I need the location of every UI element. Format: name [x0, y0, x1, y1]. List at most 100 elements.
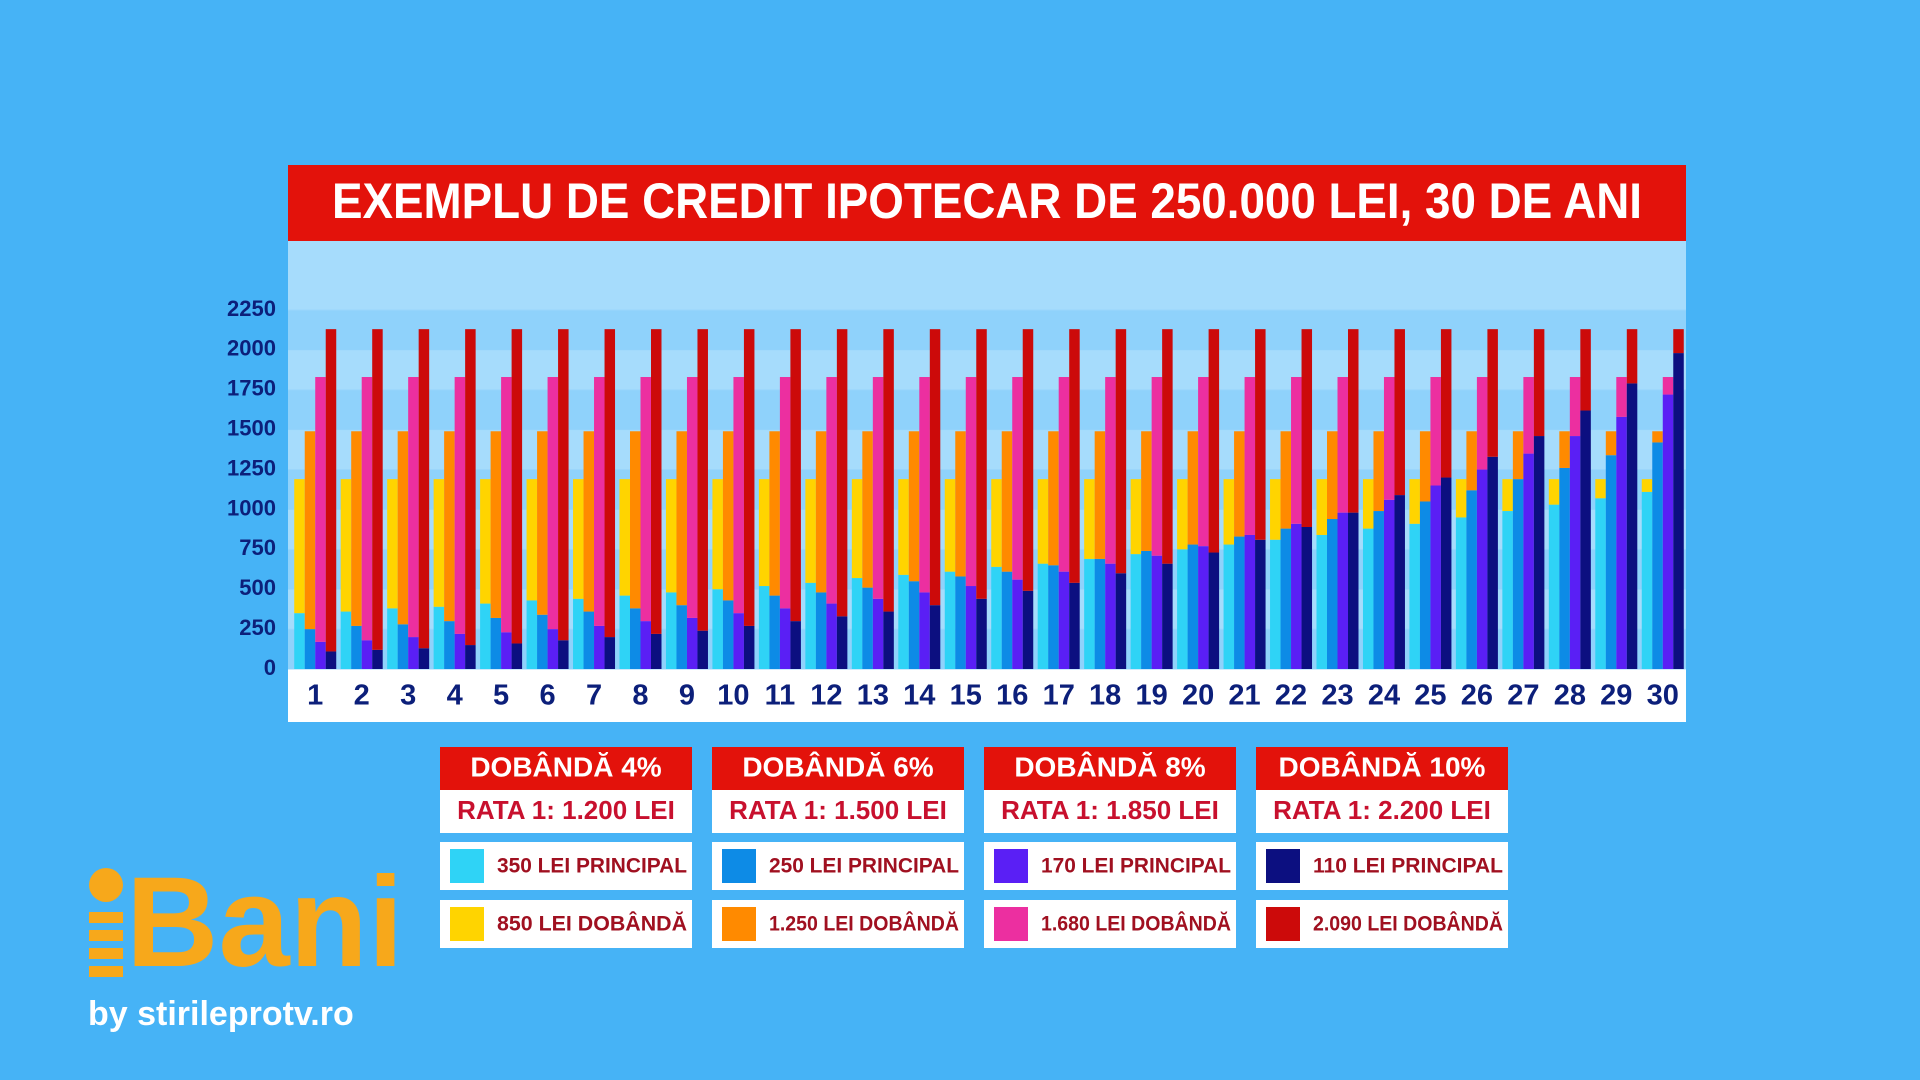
bar-segment [1595, 498, 1606, 669]
bar-segment [805, 479, 816, 583]
bar-segment [1362, 479, 1374, 529]
x-tick-label: 19 [1136, 680, 1168, 712]
bar-segment [1105, 377, 1116, 564]
bar-segment [929, 329, 941, 606]
bar-segment [1208, 329, 1220, 553]
legend-swatch [1266, 849, 1300, 883]
bar-segment [604, 637, 616, 669]
bar-segment [651, 633, 662, 669]
bar-segment [1130, 554, 1142, 669]
bar-segment [433, 479, 445, 607]
bar-segment [676, 431, 687, 606]
bar-segment [1208, 552, 1220, 669]
bar-segment [1580, 410, 1591, 669]
bar-segment [1270, 539, 1281, 669]
bar-segment [743, 625, 755, 669]
bar-segment [790, 329, 801, 622]
bar-segment [340, 479, 352, 612]
bar-segment [779, 377, 791, 609]
bar-segment [1394, 329, 1405, 496]
logo-stripe [89, 948, 123, 959]
bar-segment [955, 576, 966, 669]
bar-segment [1115, 329, 1127, 574]
bar-segment [1037, 563, 1049, 669]
bar-segment [558, 329, 569, 641]
grid-band [288, 389, 1686, 430]
bar-segment [1569, 436, 1581, 669]
legend-rate: RATA 1: 1.200 LEI [457, 795, 675, 825]
y-tick-label: 1000 [227, 495, 276, 520]
bar-segment [361, 640, 373, 669]
x-tick-label: 16 [996, 680, 1028, 712]
bar-segment [826, 377, 837, 604]
bar-segment [619, 595, 630, 669]
bar-segment [1058, 571, 1070, 669]
x-tick-label: 30 [1647, 680, 1679, 712]
legend-label: 850 LEI DOBÂNDĂ [497, 912, 687, 936]
bar-segment [1533, 329, 1545, 437]
bar-segment [1409, 479, 1420, 524]
logo-dot [89, 868, 123, 902]
legend-swatch [722, 907, 756, 941]
legend-rate-box [712, 790, 964, 833]
bar-segment [1616, 377, 1627, 417]
bar-segment [397, 431, 409, 625]
x-tick-label: 22 [1275, 680, 1307, 712]
x-tick-label: 27 [1507, 680, 1539, 712]
bar-segment [1291, 377, 1302, 524]
bar-segment [697, 630, 708, 669]
bar-segment [862, 587, 873, 669]
bar-segment [1440, 329, 1452, 478]
bar-segment [1337, 377, 1348, 513]
bar-segment [1141, 431, 1152, 551]
bar-segment [1673, 353, 1684, 669]
bar-segment [1187, 544, 1199, 669]
legend-label: 250 LEI PRINCIPAL [769, 855, 959, 878]
legend-label: 2.090 LEI DOBÂNDĂ [1313, 912, 1503, 936]
legend-header [440, 747, 692, 790]
legend-rate: RATA 1: 2.200 LEI [1273, 795, 1491, 825]
bar-segment [630, 608, 641, 669]
bar-segment [1502, 479, 1513, 512]
bar-segment [1223, 544, 1235, 669]
legend-label: 1.250 LEI DOBÂNDĂ [769, 912, 959, 936]
bar-segment [1466, 490, 1477, 669]
bar-segment [665, 592, 677, 669]
bar-segment [325, 329, 337, 652]
bar-segment [1244, 534, 1256, 669]
bar-segment [1198, 377, 1209, 547]
bar-segment [1559, 431, 1570, 468]
bar-segment [351, 431, 362, 626]
y-tick-label: 2000 [227, 336, 276, 361]
bar-segment [697, 329, 708, 631]
bar-segment [1455, 517, 1467, 669]
bar-segment [1626, 383, 1638, 669]
bar-segment [1512, 479, 1524, 669]
bar-segment [1419, 501, 1431, 669]
bar-segment [851, 479, 863, 579]
bar-segment [315, 377, 326, 642]
bar-segment [294, 613, 305, 669]
bar-segment [1523, 377, 1534, 454]
bar-segment [1022, 590, 1034, 669]
bar-segment [537, 614, 548, 669]
bar-segment [490, 617, 502, 669]
bar-segment [444, 621, 455, 669]
bar-segment [1533, 436, 1545, 669]
bar-segment [583, 431, 595, 612]
bar-segment [1223, 479, 1235, 545]
legend-label: 1.680 LEI DOBÂNDĂ [1041, 912, 1231, 936]
bar-segment [955, 431, 966, 577]
bar-segment [1058, 377, 1070, 572]
bar-segment [573, 598, 584, 669]
bar-segment [1652, 442, 1663, 669]
bar-segment [583, 611, 595, 669]
bar-segment [465, 645, 476, 669]
bar-segment [1605, 455, 1617, 669]
bar-segment [1337, 512, 1348, 669]
bar-segment [361, 377, 373, 641]
legend-title: DOBÂNDĂ 4% [470, 751, 661, 782]
bar-segment [1177, 479, 1188, 550]
legend-label: 350 LEI PRINCIPAL [497, 855, 687, 878]
bar-segment [1327, 431, 1338, 520]
